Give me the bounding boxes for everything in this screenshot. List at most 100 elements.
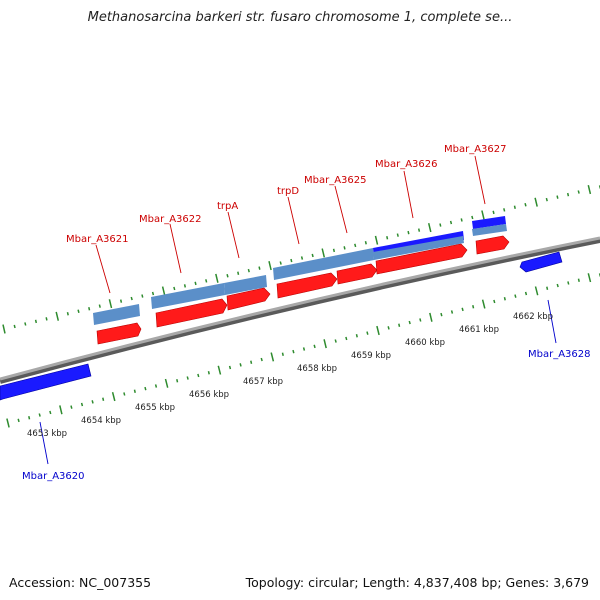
outer-tick bbox=[503, 208, 506, 212]
inner-tick bbox=[440, 312, 443, 317]
inner-tick bbox=[546, 286, 549, 290]
inner-tick bbox=[524, 291, 528, 296]
inner-tick bbox=[59, 405, 63, 415]
outer-tick bbox=[119, 299, 123, 303]
outer-tick bbox=[396, 233, 399, 237]
reverse-cds bbox=[0, 251, 563, 401]
outer-tick bbox=[88, 307, 91, 311]
inner-tick bbox=[250, 360, 253, 364]
inner-tick bbox=[408, 320, 411, 325]
gene-label-mbar-a3626[interactable]: Mbar_A3626 bbox=[375, 159, 438, 170]
cds-mbar-a3626[interactable] bbox=[375, 243, 468, 275]
gene-label-trpa[interactable]: trpA bbox=[217, 201, 238, 212]
scale-tick-label: 4653 kbp bbox=[27, 429, 67, 439]
gene-band-trpa[interactable] bbox=[224, 275, 267, 295]
inner-tick bbox=[292, 349, 295, 354]
inner-tick bbox=[376, 325, 380, 336]
gene-bands bbox=[93, 216, 507, 325]
gene-label-trpd[interactable]: trpD bbox=[277, 186, 299, 197]
inner-tick bbox=[38, 413, 41, 417]
cds-mbar-a3620[interactable] bbox=[0, 363, 92, 401]
inner-tick bbox=[556, 283, 559, 288]
inner-tick bbox=[207, 371, 210, 375]
cds-mbar-a3628[interactable] bbox=[519, 251, 563, 273]
inner-tick bbox=[281, 352, 284, 356]
outer-tick bbox=[24, 322, 27, 326]
scale-tick-label: 4662 kbp bbox=[513, 312, 553, 322]
label-leaders bbox=[95, 155, 486, 294]
inner-tick bbox=[472, 305, 475, 309]
map-title: Methanosarcina barkeri str. fusaro chrom… bbox=[87, 10, 513, 25]
outer-tick bbox=[354, 243, 357, 248]
outer-tick bbox=[130, 296, 133, 301]
cds-trpd[interactable] bbox=[276, 272, 338, 299]
gene-band-mbar-a3627[interactable] bbox=[472, 224, 507, 236]
outer-tick bbox=[332, 248, 336, 253]
gene-label-mbar-a3620[interactable]: Mbar_A3620 bbox=[22, 471, 85, 482]
outer-tick bbox=[279, 261, 282, 265]
gene-label-mbar-a3625[interactable]: Mbar_A3625 bbox=[304, 175, 367, 186]
outer-tick bbox=[460, 218, 463, 222]
inner-tick bbox=[70, 405, 73, 409]
gene-band-trpd[interactable] bbox=[273, 248, 374, 280]
outer-tick bbox=[161, 286, 166, 296]
outer-tick-ring bbox=[2, 185, 600, 334]
inner-tick bbox=[133, 389, 136, 393]
outer-tick bbox=[374, 235, 379, 245]
cds-mbar-a3627[interactable] bbox=[475, 235, 510, 255]
scale-tick-label: 4660 kbp bbox=[405, 338, 445, 348]
cds-trpa[interactable] bbox=[226, 287, 271, 311]
inner-tick bbox=[419, 318, 422, 322]
gene-label-mbar-a3628[interactable]: Mbar_A3628 bbox=[528, 349, 591, 360]
outer-tick bbox=[237, 271, 240, 275]
inner-tick bbox=[503, 297, 506, 301]
gene-band-mbar-a3627-top[interactable] bbox=[472, 216, 506, 229]
inner-tick bbox=[345, 336, 348, 341]
outer-tick bbox=[471, 215, 474, 220]
gene-label-mbar-a3622[interactable]: Mbar_A3622 bbox=[139, 214, 202, 225]
outer-tick bbox=[98, 304, 101, 308]
inner-tick-ring bbox=[6, 273, 600, 428]
outer-tick bbox=[183, 284, 187, 288]
outer-tick bbox=[481, 210, 485, 220]
inner-tick bbox=[49, 410, 52, 415]
outer-tick bbox=[151, 291, 155, 296]
inner-tick bbox=[154, 384, 158, 388]
outer-tick bbox=[417, 228, 421, 232]
cds-mbar-a3622[interactable] bbox=[155, 298, 228, 328]
cds-mbar-a3625[interactable] bbox=[336, 263, 378, 285]
inner-tick bbox=[387, 326, 390, 330]
cds-mbar-a3621[interactable] bbox=[96, 322, 142, 345]
outer-tick bbox=[2, 324, 6, 334]
gene-label-mbar-a3621[interactable]: Mbar_A3621 bbox=[66, 234, 129, 245]
outer-tick bbox=[215, 273, 219, 283]
outer-tick bbox=[439, 223, 442, 227]
outer-tick bbox=[449, 220, 453, 225]
outer-tick bbox=[311, 253, 314, 258]
inner-tick bbox=[6, 418, 10, 428]
inner-tick bbox=[164, 378, 169, 388]
inner-tick bbox=[567, 281, 570, 285]
inner-tick bbox=[514, 294, 517, 298]
outer-tick bbox=[205, 279, 208, 283]
inner-tick bbox=[260, 357, 263, 362]
outer-tick bbox=[577, 190, 580, 194]
outer-tick bbox=[77, 309, 80, 313]
inner-tick bbox=[228, 365, 232, 370]
inner-tick bbox=[334, 339, 337, 343]
inner-tick bbox=[450, 310, 454, 314]
accession-text: Accession: NC_007355 bbox=[9, 575, 152, 590]
inner-tick bbox=[17, 418, 20, 423]
outer-tick bbox=[194, 281, 197, 286]
inner-tick bbox=[398, 323, 401, 327]
gene-band-mbar-a3622[interactable] bbox=[151, 283, 225, 309]
scale-tick-label: 4654 kbp bbox=[81, 416, 121, 426]
gene-band-mbar-a3625[interactable] bbox=[373, 236, 464, 260]
scale-tick-label: 4658 kbp bbox=[297, 364, 337, 374]
inner-tick bbox=[111, 392, 116, 402]
gene-band-mbar-a3621[interactable] bbox=[93, 304, 140, 325]
gene-label-mbar-a3627[interactable]: Mbar_A3627 bbox=[444, 144, 507, 155]
gene-labels: Mbar_A3620 Mbar_A3621 Mbar_A3622 trpA tr… bbox=[22, 144, 591, 482]
outer-tick bbox=[173, 286, 176, 291]
inner-tick bbox=[587, 273, 592, 283]
